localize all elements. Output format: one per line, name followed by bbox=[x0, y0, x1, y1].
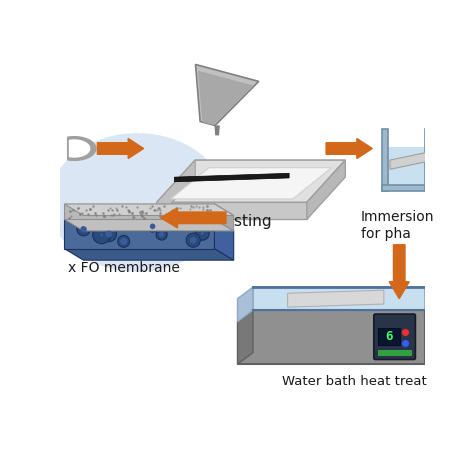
Polygon shape bbox=[171, 168, 331, 199]
Circle shape bbox=[159, 232, 164, 237]
Circle shape bbox=[120, 237, 128, 245]
Text: x FO membrane: x FO membrane bbox=[68, 261, 180, 275]
FancyBboxPatch shape bbox=[374, 314, 415, 359]
Circle shape bbox=[186, 233, 201, 247]
Polygon shape bbox=[64, 219, 234, 231]
Polygon shape bbox=[68, 137, 96, 160]
FancyArrow shape bbox=[389, 245, 409, 299]
Polygon shape bbox=[174, 173, 289, 182]
Circle shape bbox=[77, 223, 90, 236]
Polygon shape bbox=[64, 204, 234, 216]
Polygon shape bbox=[307, 160, 346, 219]
Bar bbox=[383, 185, 430, 191]
Bar bbox=[378, 328, 400, 345]
Polygon shape bbox=[214, 204, 234, 231]
Bar bbox=[425, 129, 430, 191]
Circle shape bbox=[201, 232, 204, 235]
Polygon shape bbox=[70, 140, 90, 157]
Circle shape bbox=[81, 226, 87, 232]
Polygon shape bbox=[288, 290, 384, 307]
Ellipse shape bbox=[49, 133, 226, 272]
Polygon shape bbox=[237, 310, 253, 364]
Polygon shape bbox=[157, 160, 346, 202]
Polygon shape bbox=[198, 71, 254, 125]
FancyArrow shape bbox=[161, 208, 226, 228]
Circle shape bbox=[147, 221, 158, 232]
Polygon shape bbox=[157, 160, 195, 219]
Text: Casting: Casting bbox=[214, 214, 272, 229]
Polygon shape bbox=[195, 64, 259, 126]
Circle shape bbox=[195, 227, 209, 240]
Polygon shape bbox=[237, 287, 253, 322]
Polygon shape bbox=[214, 126, 220, 136]
Circle shape bbox=[190, 237, 197, 244]
FancyArrow shape bbox=[326, 138, 372, 158]
Circle shape bbox=[100, 233, 103, 237]
Circle shape bbox=[93, 226, 110, 244]
Circle shape bbox=[156, 229, 167, 240]
Polygon shape bbox=[64, 219, 234, 231]
Polygon shape bbox=[253, 287, 425, 310]
FancyArrow shape bbox=[97, 138, 144, 158]
Polygon shape bbox=[390, 152, 427, 169]
Circle shape bbox=[118, 236, 129, 247]
Circle shape bbox=[101, 226, 117, 242]
Polygon shape bbox=[64, 204, 214, 219]
Circle shape bbox=[106, 230, 112, 237]
Bar bbox=[388, 147, 425, 185]
Bar bbox=[378, 350, 411, 356]
Polygon shape bbox=[157, 202, 307, 219]
Circle shape bbox=[150, 224, 155, 229]
Polygon shape bbox=[64, 248, 234, 260]
Bar bbox=[383, 129, 388, 191]
Polygon shape bbox=[214, 219, 234, 260]
Text: Water bath heat treat: Water bath heat treat bbox=[282, 375, 427, 388]
Text: Immersion
for pha: Immersion for pha bbox=[361, 210, 434, 241]
Bar bbox=[237, 310, 425, 364]
Polygon shape bbox=[64, 219, 214, 248]
Text: 6: 6 bbox=[385, 330, 393, 343]
